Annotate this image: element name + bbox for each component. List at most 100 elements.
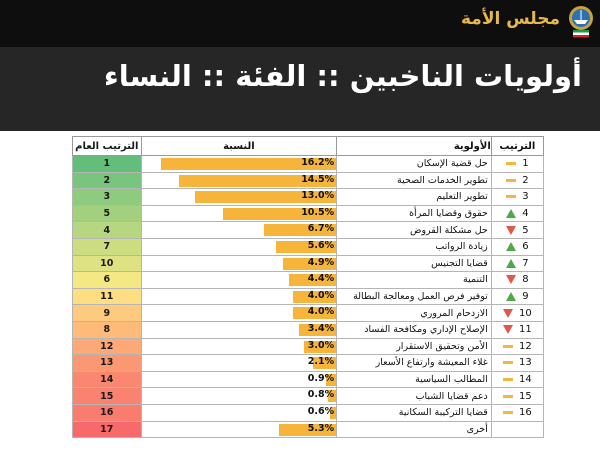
priority-cell: تطوير التعليم [336,188,492,206]
percentage-cell: 0.6% [140,403,338,422]
priority-cell: توفير فرص العمل ومعالجة البطالة [336,287,492,306]
rank-cell: 10 [490,304,545,322]
rank-cell: 11 [490,320,545,339]
rank-number: 1 [522,158,529,170]
rank-cell: 6 [490,237,545,256]
table-row: 13 2.1% غلاء المعيشة وارتفاع الأسعار 13 [72,354,545,372]
percentage-cell: 3.4% [140,320,338,339]
data-label: 4.0% [307,289,335,301]
table-row: 6 4.4% التنمية 8 [72,271,545,289]
bar [222,207,336,220]
bar [292,290,336,303]
table-row: 7 5.6% زيادة الرواتب 6 [72,237,545,256]
trend-up-icon [506,292,517,302]
table-header-row: الترتيب العام النسبة الأولوية الترتيب [72,136,545,156]
priority-cell: التنمية [336,271,492,289]
table-row: 17 5.3% أخرى [72,420,545,439]
bar [195,191,336,204]
rank-number: 5 [522,224,529,236]
table-row: 14 0.9% المطالب السياسية 14 [72,370,545,389]
trend-down-icon [506,275,517,285]
no-change-icon [503,344,514,348]
rank-cell [490,420,545,439]
rank-number: 9 [522,291,529,303]
priority-cell: دعم قضايا الشباب [336,387,492,405]
rank-cell: 4 [490,204,545,223]
data-label: 10.5% [301,206,335,218]
overall-rank-cell: 2 [72,171,142,190]
no-change-icon [503,361,514,365]
trend-up-icon [506,209,517,219]
trend-up-icon [506,258,517,268]
rank-cell: 12 [490,337,545,356]
priority-cell: زيادة الرواتب [336,237,492,256]
trend-down-icon [503,308,514,318]
data-label: 5.6% [307,239,335,251]
priority-cell: حل مشكلة القروض [336,221,492,239]
priority-cell: أخرى [336,420,492,439]
priority-cell: حل قضية الإسكان [336,155,492,173]
priority-cell: تطوير الخدمات الصحية [336,171,492,190]
data-label: 13.0% [301,190,335,202]
table-row: 11 4.0% توفير فرص العمل ومعالجة البطالة 9 [72,287,545,306]
data-label: 4.4% [307,273,335,285]
bar [303,340,336,353]
top-bar: مجلس الأمة [0,0,600,47]
overall-rank-cell: 13 [72,354,142,372]
rank-cell: 9 [490,287,545,306]
bar [288,274,336,287]
rank-cell: 2 [490,171,545,190]
table-body: 1 16.2% حل قضية الإسكان 1 2 14.5% تطوير الخدما… [72,155,545,439]
bar [179,174,336,187]
overall-rank-cell: 8 [72,320,142,339]
overall-rank-cell: 9 [72,304,142,322]
overall-rank-cell: 4 [72,221,142,239]
overall-rank-cell: 6 [72,271,142,289]
trend-up-icon [506,242,517,252]
table-row: 1 16.2% حل قضية الإسكان 1 [72,155,545,173]
table-row: 15 0.8% دعم قضايا الشباب 15 [72,387,545,405]
rank-number: 13 [519,357,532,369]
rank-number: 3 [522,191,529,203]
percentage-cell: 6.7% [140,221,338,239]
data-label: 5.3% [307,422,335,434]
rank-number: 7 [522,257,529,269]
percentage-cell: 2.1% [140,354,338,372]
no-change-icon [506,195,517,199]
priority-cell: الازدحام المروري [336,304,492,322]
rank-cell: 14 [490,370,545,389]
priority-cell: غلاء المعيشة وارتفاع الأسعار [336,354,492,372]
priority-cell: حقوق وقضايا المرأة [336,204,492,223]
rank-cell: 3 [490,188,545,206]
bar [299,323,336,336]
bar [275,240,336,253]
priority-cell: قضايا التجنيس [336,254,492,273]
overall-rank-cell: 12 [72,337,142,356]
percentage-cell: 0.9% [140,370,338,389]
rank-number: 16 [519,407,532,419]
data-label: 2.1% [307,356,335,368]
header-overall-rank: الترتيب العام [72,136,142,156]
rank-cell: 7 [490,254,545,273]
data-label: 0.6% [307,405,335,417]
bar [278,423,336,436]
table-row: 3 13.0% تطوير التعليم 3 [72,188,545,206]
percentage-cell: 4.4% [140,271,338,289]
no-change-icon [503,394,514,398]
percentage-cell: 16.2% [140,155,338,173]
overall-rank-cell: 11 [72,287,142,306]
no-change-icon [503,378,514,382]
percentage-cell: 3.0% [140,337,338,356]
data-label: 4.0% [307,306,335,318]
trend-down-icon [503,325,514,335]
header-percentage: النسبة [140,136,338,156]
overall-rank-cell: 7 [72,237,142,256]
table-row: 8 3.4% الإصلاح الإداري ومكافحة الفساد 11 [72,320,545,339]
table-row: 9 4.0% الازدحام المروري 10 [72,304,545,322]
data-label: 0.8% [307,389,335,401]
data-label: 3.4% [307,322,335,334]
header-priority: الأولوية [336,136,492,156]
percentage-cell: 13.0% [140,188,338,206]
overall-rank-cell: 14 [72,370,142,389]
